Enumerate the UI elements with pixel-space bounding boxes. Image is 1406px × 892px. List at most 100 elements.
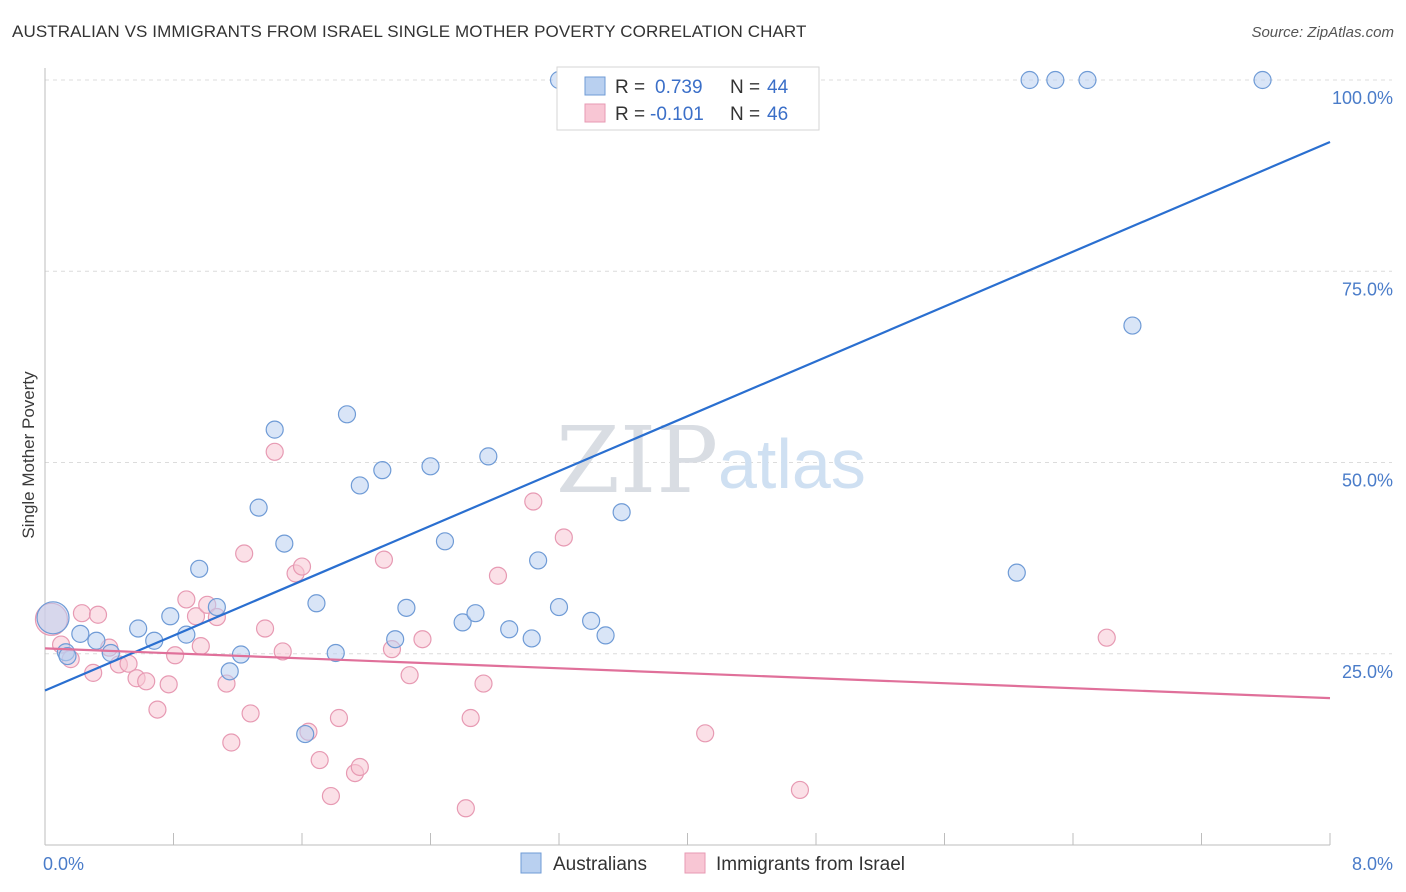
x-tick-label-1: 8.0% xyxy=(1352,854,1393,874)
australians-point-24 xyxy=(421,457,440,476)
immigrants-point-14 xyxy=(177,590,196,609)
immigrants-point-30 xyxy=(321,786,341,806)
australians-point-0 xyxy=(36,601,70,635)
legend-swatch-pink xyxy=(584,103,606,123)
bottom-legend-australians: Australians xyxy=(553,854,647,875)
legend-r-value-blue: 0.739 xyxy=(655,77,703,98)
immigrants-point-22 xyxy=(241,704,260,723)
series-australians-points xyxy=(36,70,1272,744)
australians-point-9 xyxy=(190,559,209,578)
australians-point-20 xyxy=(350,476,369,495)
australians-trend-line xyxy=(44,140,1331,692)
immigrants-point-12 xyxy=(159,675,178,694)
immigrants-point-42 xyxy=(524,492,543,511)
x-tick-labels: 0.0% 8.0% xyxy=(43,854,1393,874)
australians-point-32 xyxy=(549,597,569,617)
immigrants-point-27 xyxy=(292,557,312,576)
immigrants-point-29 xyxy=(310,750,329,770)
y-tick-label-2: 75.0% xyxy=(1342,279,1393,299)
immigrants-point-16 xyxy=(191,636,210,656)
australians-point-17 xyxy=(307,594,326,613)
immigrants-point-5 xyxy=(88,605,108,624)
immigrants-point-45 xyxy=(790,780,810,800)
immigrants-point-37 xyxy=(413,630,432,649)
immigrants-point-21 xyxy=(235,544,254,563)
australians-point-43 xyxy=(58,646,77,666)
australians-point-12 xyxy=(231,645,251,664)
bottom-legend: Australians Immigrants from Israel xyxy=(520,852,905,875)
legend-r-value-pink: -0.101 xyxy=(650,104,704,125)
australians-point-2 xyxy=(71,624,90,643)
legend-n-label-blue: N = xyxy=(730,77,760,98)
immigrants-point-38 xyxy=(456,799,475,818)
immigrants-point-33 xyxy=(350,757,369,777)
australians-point-31 xyxy=(529,551,548,570)
australians-point-3 xyxy=(87,631,106,650)
immigrants-point-25 xyxy=(273,642,292,661)
australians-point-27 xyxy=(466,604,485,623)
australians-point-28 xyxy=(479,447,498,466)
immigrants-point-10 xyxy=(137,672,156,691)
legend: R = 0.739 N = 44 R = -0.101 N = 46 xyxy=(556,66,820,131)
y-tick-label-0: 25.0% xyxy=(1342,662,1393,682)
bottom-legend-immigrants: Immigrants from Israel xyxy=(716,854,905,875)
australians-point-11 xyxy=(220,662,239,681)
grid-lines xyxy=(45,79,1392,655)
y-axis-label: Single Mother Poverty xyxy=(19,371,38,539)
australians-point-39 xyxy=(1078,70,1097,90)
y-tick-label-1: 50.0% xyxy=(1342,471,1393,491)
immigrants-point-46 xyxy=(1097,628,1116,647)
legend-n-label-pink: N = xyxy=(730,104,760,125)
australians-point-25 xyxy=(435,532,455,551)
bottom-legend-swatch-australians xyxy=(520,852,542,874)
australians-point-38 xyxy=(1046,70,1065,90)
immigrants-point-40 xyxy=(474,674,493,693)
australians-point-35 xyxy=(596,626,615,645)
australians-point-23 xyxy=(397,598,416,617)
immigrants-point-41 xyxy=(488,566,508,585)
australians-point-29 xyxy=(500,620,519,639)
australians-point-19 xyxy=(337,405,357,424)
bottom-legend-swatch-immigrants xyxy=(684,852,706,874)
australians-point-7 xyxy=(161,607,180,626)
chart-title: AUSTRALIAN VS IMMIGRANTS FROM ISRAEL SIN… xyxy=(12,22,807,41)
immigrants-point-31 xyxy=(329,708,349,728)
australians-point-18 xyxy=(326,643,345,663)
immigrants-trend-line xyxy=(44,647,1331,700)
australians-point-37 xyxy=(1020,70,1039,90)
immigrants-point-36 xyxy=(400,666,419,685)
australians-point-40 xyxy=(1123,316,1142,335)
immigrants-point-20 xyxy=(222,733,241,752)
australians-point-34 xyxy=(582,611,601,630)
watermark-atlas: atlas xyxy=(718,425,866,503)
immigrants-point-15 xyxy=(186,607,206,626)
source-credit: Source: ZipAtlas.com xyxy=(1251,24,1394,41)
axes xyxy=(44,68,1331,846)
australians-point-30 xyxy=(522,629,541,648)
immigrants-point-34 xyxy=(374,550,394,569)
australians-point-15 xyxy=(275,534,294,553)
australians-point-41 xyxy=(1253,70,1272,90)
legend-swatch-blue xyxy=(584,76,606,96)
immigrants-point-11 xyxy=(148,700,167,719)
australians-point-21 xyxy=(373,461,392,480)
australians-point-26 xyxy=(453,613,472,632)
immigrants-point-3 xyxy=(72,604,92,623)
australians-point-36 xyxy=(612,503,631,522)
immigrants-point-24 xyxy=(265,442,284,461)
immigrants-point-44 xyxy=(696,724,715,743)
legend-n-value-blue: 44 xyxy=(767,77,789,98)
australians-point-10 xyxy=(207,597,226,617)
y-tick-label-3: 100.0% xyxy=(1332,88,1393,108)
y-tick-labels: 25.0% 50.0% 75.0% 100.0% xyxy=(1332,88,1393,682)
australians-point-14 xyxy=(265,420,284,439)
australians-point-13 xyxy=(249,498,268,517)
trend-lines xyxy=(44,140,1331,700)
immigrants-point-23 xyxy=(255,619,275,638)
immigrants-point-13 xyxy=(166,646,185,665)
legend-n-value-pink: 46 xyxy=(767,104,788,125)
immigrants-point-39 xyxy=(461,708,480,728)
legend-r-label-blue: R = xyxy=(615,77,645,98)
watermark-zip: ZIP xyxy=(556,407,718,514)
